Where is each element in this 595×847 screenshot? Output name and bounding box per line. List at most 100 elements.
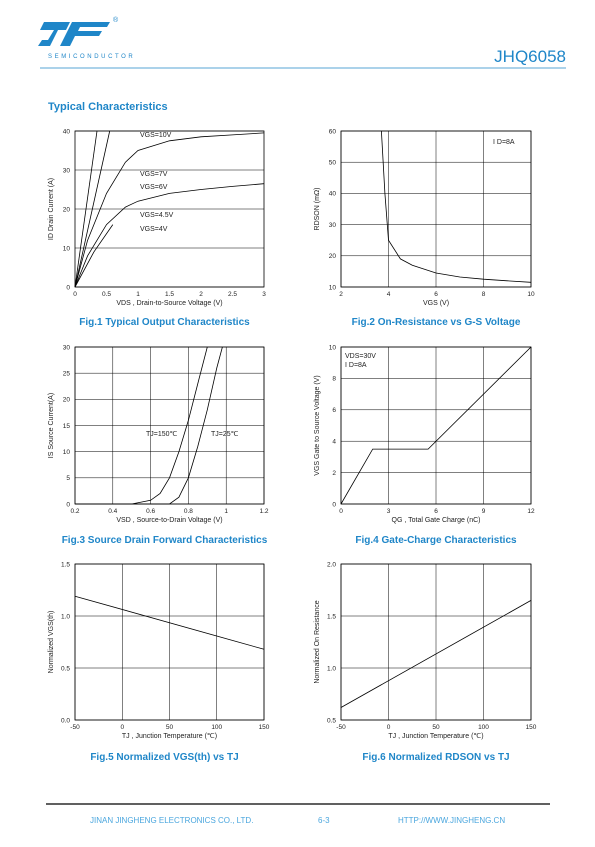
y-tick-label: 60 (329, 128, 337, 135)
y-tick-label: 0.5 (327, 717, 336, 724)
series-label: VGS=4.5V (140, 212, 174, 219)
series-label: VGS=6V (140, 184, 168, 191)
y-tick-label: 30 (63, 167, 71, 174)
series-line (75, 346, 223, 505)
y-tick-label: 0.5 (61, 665, 70, 672)
y-tick-label: 6 (332, 407, 336, 414)
logo (38, 22, 110, 46)
figure-caption: Fig.6 Normalized RDSON vs TJ (362, 752, 509, 763)
y-tick-label: 30 (329, 222, 337, 229)
y-tick-label: 1.5 (327, 613, 336, 620)
footer-page: 6-3 (318, 816, 330, 825)
series-label: VGS=7V (140, 171, 168, 178)
x-tick-label: 3 (262, 291, 266, 298)
x-tick-label: 1 (136, 291, 140, 298)
y-tick-label: 2 (332, 470, 336, 477)
y-tick-label: 10 (329, 344, 337, 351)
y-tick-label: 40 (63, 128, 71, 135)
x-axis-title: QG , Total Gate Charge (nC) (392, 517, 481, 524)
y-axis-title: Normalized VGS(th) (48, 611, 55, 674)
x-tick-label: 0.2 (70, 508, 79, 515)
plot-frame (340, 346, 532, 505)
x-tick-label: 9 (482, 508, 486, 515)
x-tick-label: 4 (387, 291, 391, 298)
annotation: VDS=30V (345, 353, 376, 360)
annotation: I D=8A (345, 362, 367, 369)
figure-caption: Fig.3 Source Drain Forward Characteristi… (62, 535, 268, 546)
section-title: Typical Characteristics (48, 101, 168, 113)
registered-mark: ® (113, 16, 119, 24)
plot-frame (340, 130, 532, 288)
y-axis-title: RDSON (mΩ) (314, 188, 321, 231)
x-tick-label: 0 (120, 724, 124, 731)
x-tick-label: 0.8 (184, 508, 193, 515)
x-tick-label: 10 (527, 291, 535, 298)
y-axis-title: Normalized On Resistance (314, 600, 321, 683)
plot-frame (74, 130, 265, 288)
y-tick-label: 15 (63, 423, 71, 430)
y-tick-label: 30 (63, 344, 71, 351)
x-tick-label: 50 (166, 724, 174, 731)
x-tick-label: -50 (70, 724, 80, 731)
x-tick-label: 0.6 (146, 508, 155, 515)
y-tick-label: 2.0 (327, 561, 336, 568)
annotation: I D=8A (493, 139, 515, 146)
y-tick-label: 8 (332, 376, 336, 383)
footer-company: JINAN JINGHENG ELECTRONICS CO., LTD. (90, 816, 253, 825)
x-axis-title: VSD , Source-to-Drain Voltage (V) (116, 517, 222, 524)
y-tick-label: 0.0 (61, 717, 70, 724)
figure-caption: Fig.5 Normalized VGS(th) vs TJ (90, 752, 238, 763)
y-tick-label: 0 (66, 501, 70, 508)
y-tick-label: 20 (63, 397, 71, 404)
x-tick-label: 2 (339, 291, 343, 298)
series-line (74, 132, 265, 288)
y-tick-label: 10 (63, 449, 71, 456)
y-tick-label: 10 (329, 284, 337, 291)
x-tick-label: 1.5 (165, 291, 174, 298)
x-tick-label: 150 (259, 724, 270, 731)
x-tick-label: 100 (478, 724, 489, 731)
part-number: JHQ6058 (494, 47, 566, 66)
y-axis-title: IS Source Current(A) (48, 393, 55, 458)
y-tick-label: 1.0 (327, 665, 336, 672)
series-label: VGS=4V (140, 226, 168, 233)
series-label: VGS=10V (140, 132, 172, 139)
x-tick-label: 2 (199, 291, 203, 298)
series-line (74, 595, 265, 650)
figure-caption: Fig.2 On-Resistance vs G-S Voltage (352, 317, 521, 328)
y-tick-label: 5 (66, 475, 70, 482)
y-tick-label: 40 (329, 191, 337, 198)
x-tick-label: 3 (387, 508, 391, 515)
y-axis-title: VGS Gate to Source Voltage (V) (314, 375, 321, 475)
y-tick-label: 50 (329, 160, 337, 167)
series-line (74, 224, 114, 288)
y-tick-label: 20 (329, 253, 337, 260)
x-tick-label: 100 (211, 724, 222, 731)
x-tick-label: 6 (434, 291, 438, 298)
x-tick-label: 0.4 (108, 508, 117, 515)
x-tick-label: 2.5 (228, 291, 237, 298)
footer-url: HTTP://WWW.JINGHENG.CN (398, 816, 505, 825)
y-tick-label: 25 (63, 370, 71, 377)
x-axis-title: TJ , Junction Temperature (℃) (122, 733, 217, 740)
x-tick-label: 1.2 (259, 508, 268, 515)
y-tick-label: 1.0 (61, 613, 70, 620)
y-tick-label: 0 (66, 284, 70, 291)
series-label: TJ=25℃ (211, 431, 239, 438)
plot-frame (340, 563, 532, 721)
y-tick-label: 20 (63, 206, 71, 213)
figure-caption: Fig.1 Typical Output Characteristics (79, 317, 250, 328)
series-line (75, 346, 208, 505)
y-tick-label: 10 (63, 245, 71, 252)
x-tick-label: 8 (482, 291, 486, 298)
x-axis-title: VGS (V) (423, 300, 449, 307)
series-line (340, 600, 532, 708)
x-tick-label: 0 (339, 508, 343, 515)
x-tick-label: 6 (434, 508, 438, 515)
series-line (74, 130, 111, 288)
company-tag: SEMICONDUCTOR (48, 54, 135, 60)
series-line (381, 130, 532, 283)
series-line (74, 183, 265, 288)
x-tick-label: 50 (432, 724, 440, 731)
y-tick-label: 0 (332, 501, 336, 508)
